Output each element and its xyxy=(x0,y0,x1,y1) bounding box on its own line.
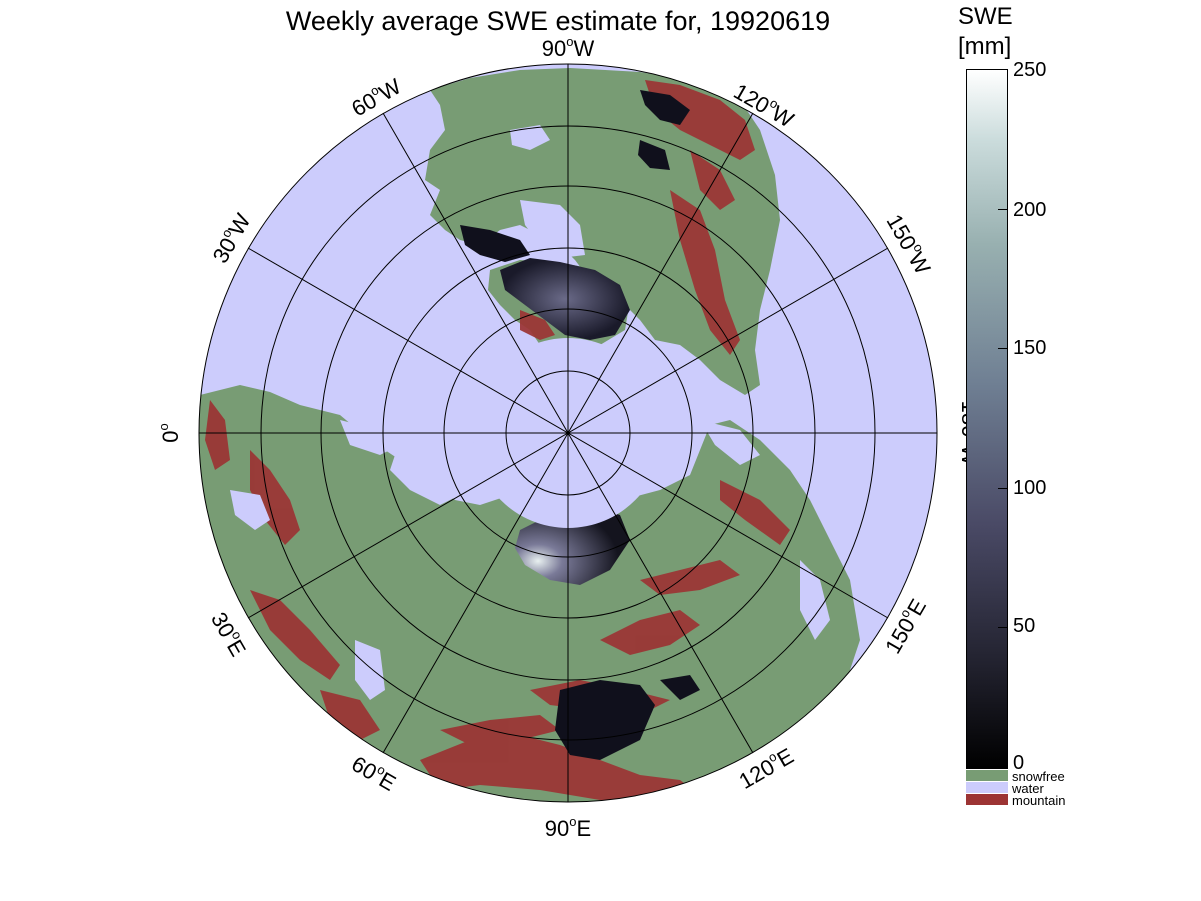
swe-colorbar xyxy=(966,69,1008,769)
legend-label-mountain: mountain xyxy=(1012,793,1066,808)
legend-swatch-mountain xyxy=(966,794,1008,805)
inland-water xyxy=(230,125,830,700)
legend-swatch-snowfree xyxy=(966,770,1008,781)
graticule xyxy=(198,63,938,803)
colorbar-tickmark xyxy=(998,627,1008,628)
colorbar-tick-100: 100 xyxy=(1013,477,1047,499)
colorbar-tick-150: 150 xyxy=(1013,337,1047,359)
colorbar-tick-0: 0 xyxy=(1013,752,1025,774)
colorbar-tickmark xyxy=(998,488,1008,489)
lon-label-0: 0o xyxy=(156,423,183,442)
map-title: Weekly average SWE estimate for, 1992061… xyxy=(285,6,831,36)
legend-label-snowfree: snowfree xyxy=(1012,769,1065,784)
colorbar-unit: [mm] xyxy=(958,33,1012,60)
colorbar-tickmark xyxy=(998,209,1008,210)
legend-swatch-water xyxy=(966,782,1008,793)
lon-label-90w: 90oW xyxy=(542,34,595,61)
lon-label-90e: 90oE xyxy=(545,814,591,841)
colorbar-tick-200: 200 xyxy=(1013,199,1047,221)
lon-label-30e: 30oE xyxy=(206,607,253,661)
legend-label-water: water xyxy=(1012,781,1044,796)
snow-regions xyxy=(460,90,700,760)
colorbar-tick-250: 250 xyxy=(1013,59,1047,81)
colorbar-tick-50: 50 xyxy=(1013,615,1036,637)
colorbar-tickmark xyxy=(998,348,1008,349)
colorbar-title: SWE xyxy=(958,3,1013,30)
landmass-north-america xyxy=(425,68,780,395)
